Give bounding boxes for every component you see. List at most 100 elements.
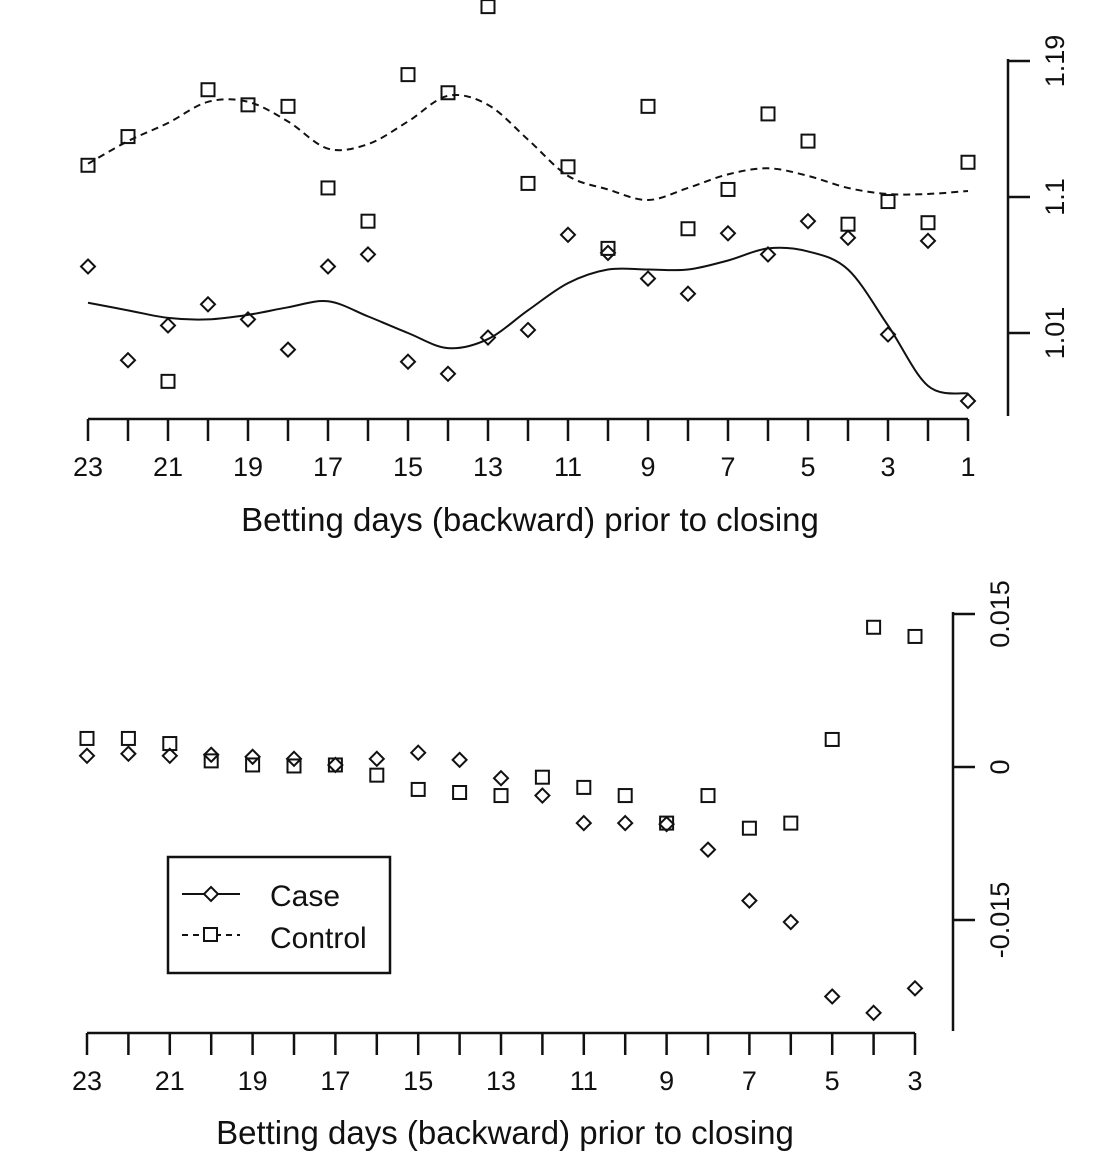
bottom-x-tick-labels: 23 21 19 17 15 13 11 9 7 5 3 [72,1066,923,1096]
bottom-case-point [823,988,841,1005]
bottom-data-points [78,619,924,1022]
top-x-tick-label: 19 [233,452,263,482]
top-control-point [280,98,296,114]
legend-control-square-icon [203,927,218,942]
top-case-point [719,224,737,242]
top-control-point [720,181,736,197]
bottom-panel: 23 21 19 17 15 13 11 9 7 5 3 -0.015 0 0.015 Betting … [72,580,1015,1151]
top-case-point [199,295,217,313]
top-panel: 23 21 19 17 15 13 11 9 7 5 3 1 1.01 1.1 1.19 Betting … [73,0,1070,538]
top-case-point [759,246,777,263]
top-control-point [640,98,656,114]
top-control-point [520,175,536,191]
bottom-control-point [286,758,302,774]
top-control-point [920,215,936,231]
bottom-control-point [700,788,716,804]
bottom-x-axis-title: Betting days (backward) prior to closing [216,1114,794,1151]
bottom-case-point [368,750,386,768]
bottom-control-point [79,730,95,746]
top-smooth-line-control [87,93,969,202]
bottom-control-point [617,788,633,804]
top-case-point [479,329,497,346]
top-case-point [959,392,977,410]
top-control-point [840,216,856,232]
bottom-x-tick-label: 19 [238,1066,268,1096]
top-control-point [760,106,776,122]
bottom-control-point [493,788,509,804]
legend-case-diamond-icon [202,885,220,903]
top-control-point [480,0,496,15]
legend-entry-control: Control [182,922,367,955]
top-x-tick-label: 23 [73,452,103,482]
top-control-point [360,213,376,229]
legend-entry-case: Case [182,880,340,913]
top-x-tick-label: 7 [720,452,735,482]
bottom-case-point [906,979,924,997]
top-y-tick-label: 1.1 [1040,178,1070,216]
bottom-case-point [202,746,220,764]
top-smooth-lines [87,93,969,395]
top-case-point [519,321,537,339]
top-control-point [320,180,336,196]
top-case-point [119,351,137,369]
bottom-case-point [285,750,303,768]
legend-control-label: Control [270,922,367,955]
top-x-tick-label: 9 [640,452,655,482]
bottom-x-tick-label: 17 [320,1066,350,1096]
bottom-case-point [865,1004,883,1022]
top-x-tick-label: 13 [473,452,503,482]
top-case-point [399,353,417,371]
top-case-point [599,244,617,262]
top-control-point [880,194,896,210]
bottom-control-point [410,781,426,797]
top-case-point [919,232,937,250]
bottom-case-point [326,756,344,774]
bottom-case-point [699,841,717,859]
bottom-control-point [369,767,385,783]
bottom-x-tick-label: 13 [486,1066,516,1096]
top-case-point [79,258,97,275]
top-control-point [120,129,136,145]
bottom-case-point [78,747,96,765]
bottom-case-point [119,745,137,763]
top-control-point [400,67,416,83]
top-case-point [239,310,257,328]
top-control-point [680,221,696,237]
top-case-point [159,317,177,334]
bottom-case-point [161,747,179,765]
bottom-case-point [451,751,469,769]
top-case-point [799,212,817,230]
top-control-point [800,133,816,149]
bottom-control-point [327,757,343,773]
top-case-point [319,258,337,275]
top-x-tick-label: 17 [313,452,343,482]
bottom-control-point [741,820,757,836]
top-x-tick-label: 5 [800,452,815,482]
top-data-points [79,0,977,410]
top-x-tick-label: 3 [880,452,895,482]
bottom-x-tick-label: 9 [659,1066,674,1096]
bottom-x-tick-label: 3 [907,1066,922,1096]
bottom-x-tick-label: 5 [825,1066,840,1096]
legend: Case Control [166,855,392,975]
bottom-x-ticks [85,1033,917,1055]
top-y-tick-label: 1.01 [1040,307,1070,360]
top-case-point [679,285,697,303]
bottom-case-point [782,913,800,931]
bottom-case-point [244,748,262,766]
top-control-point [560,159,576,175]
bottom-y-tick-label: 0.015 [985,580,1015,648]
bottom-control-point [162,736,178,752]
top-control-point [240,97,256,113]
bottom-control-point [576,779,592,795]
bottom-y-tick-label: 0 [985,759,1015,774]
bottom-x-tick-label: 7 [742,1066,757,1096]
bottom-control-point [120,730,136,746]
bottom-control-point [203,753,219,769]
bottom-control-point [534,769,550,785]
top-case-point [839,229,857,247]
bottom-x-tick-label: 23 [72,1066,102,1096]
bottom-x-tick-label: 21 [155,1066,185,1096]
bottom-control-point [824,731,840,747]
bottom-control-point [452,785,468,800]
